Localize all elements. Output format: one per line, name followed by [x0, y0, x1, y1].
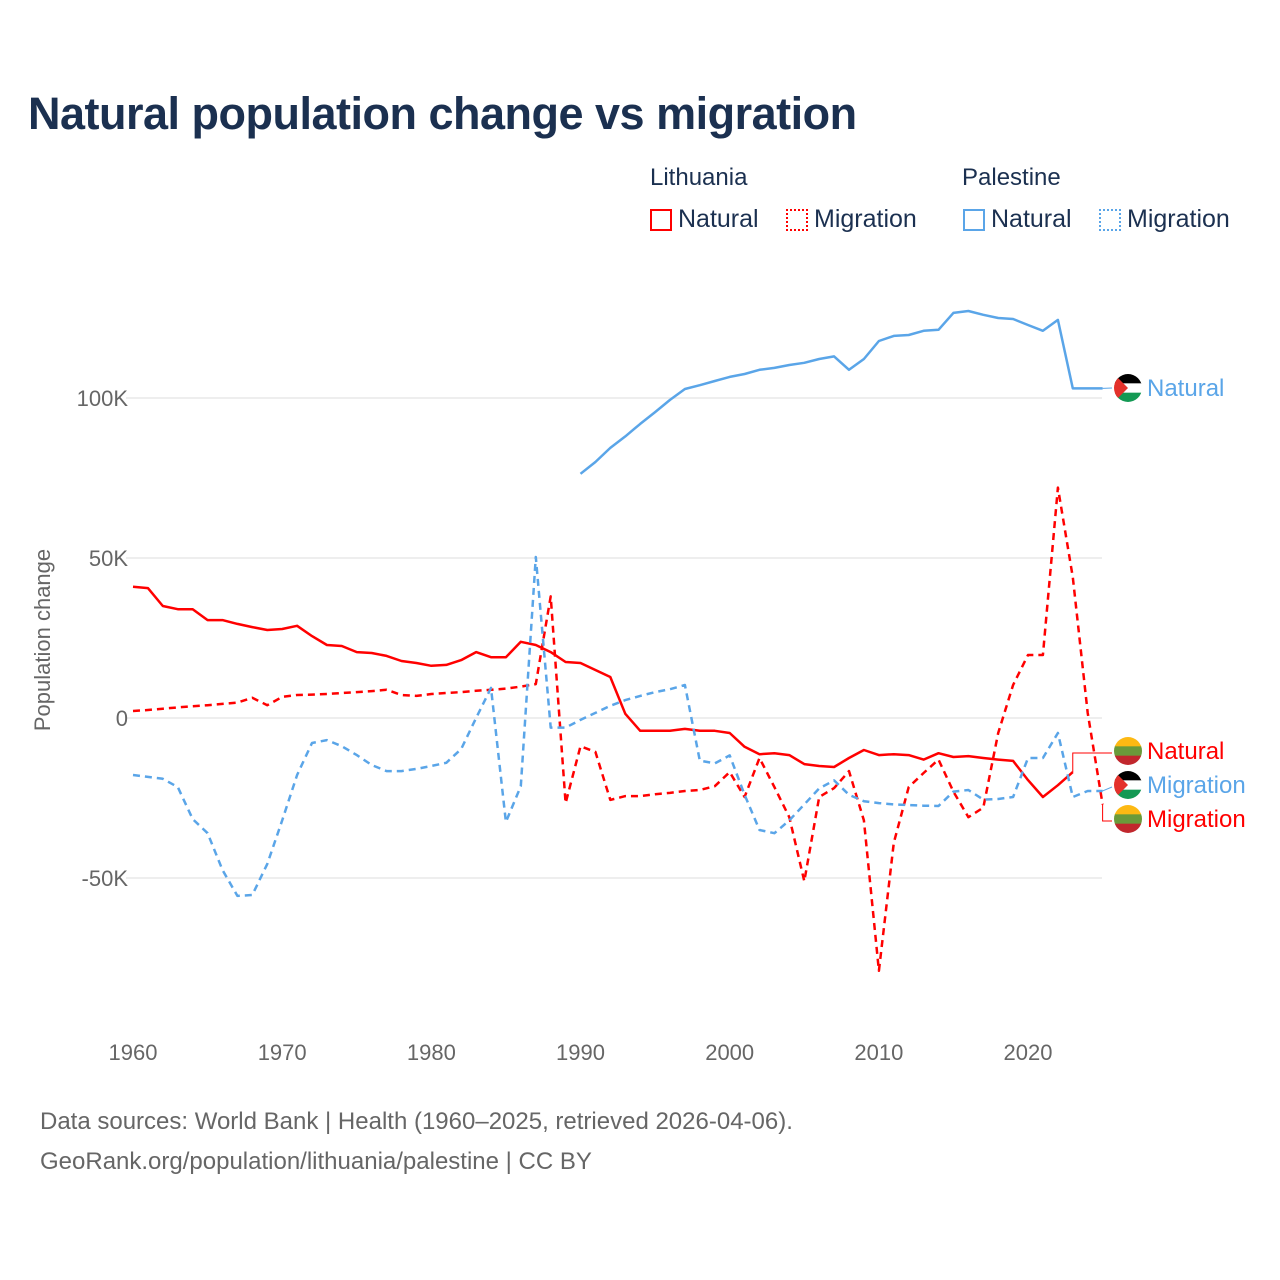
dotted-swatch-icon — [786, 208, 808, 231]
series-line-palestine-natural — [579, 309, 1103, 475]
flag-stripe — [1114, 746, 1142, 757]
flag-stripe — [1114, 771, 1142, 781]
flag-stripe — [1114, 805, 1142, 815]
y-tick-label: 50K — [89, 546, 128, 571]
x-tick-label: 1990 — [556, 1040, 605, 1065]
flag-body — [1114, 374, 1142, 402]
flag-stripe — [1114, 789, 1142, 799]
flag-stripe — [1114, 392, 1142, 402]
y-tick-label: 0 — [116, 706, 128, 731]
footer-sources: Data sources: World Bank | Health (1960–… — [40, 1108, 793, 1135]
legend-label: Natural — [991, 205, 1072, 233]
flag-body — [1114, 771, 1142, 799]
flag-triangle — [1114, 374, 1128, 402]
flag-body — [1114, 805, 1142, 833]
solid-swatch-icon — [963, 208, 985, 231]
flag-stripe — [1114, 383, 1142, 394]
y-axis-label: Population change — [30, 549, 55, 731]
x-tick-label: 2020 — [1004, 1040, 1053, 1065]
legend-palestine-migration[interactable]: Migration — [1099, 205, 1230, 234]
dotted-swatch-icon — [1099, 208, 1121, 231]
flag-stripe — [1114, 814, 1142, 825]
end-label-lithuania-migration: Migration — [1147, 806, 1246, 833]
lithuania-flag-icon — [1114, 805, 1142, 833]
legend-label: Migration — [814, 205, 917, 233]
legend-group-lithuania: Lithuania — [650, 164, 748, 191]
x-tick-label: 2010 — [854, 1040, 903, 1065]
flag-triangle — [1114, 771, 1128, 799]
y-tick-label: 100K — [77, 386, 129, 411]
x-tick-label: 1960 — [109, 1040, 158, 1065]
series-line-palestine-migration — [132, 555, 1103, 898]
x-tick-label: 1970 — [258, 1040, 307, 1065]
flag-stripe — [1114, 737, 1142, 747]
flag-stripe — [1114, 374, 1142, 384]
connector-line — [1072, 752, 1112, 773]
lithuania-flag-icon — [1114, 737, 1142, 765]
series-line-lithuania-natural — [132, 585, 1074, 799]
flag-stripe — [1114, 823, 1142, 833]
legend-lithuania-migration[interactable]: Migration — [786, 205, 917, 234]
flag-stripe — [1114, 780, 1142, 791]
x-tick-label: 2000 — [705, 1040, 754, 1065]
flag-body — [1114, 737, 1142, 765]
palestine-flag-icon — [1114, 771, 1142, 799]
legend-label: Natural — [678, 205, 759, 233]
legend-group-palestine: Palestine — [962, 164, 1061, 191]
legend-label: Migration — [1127, 205, 1230, 233]
end-label-palestine-natural: Natural — [1147, 375, 1224, 402]
series-line-lithuania-migration — [132, 486, 1104, 973]
end-label-lithuania-natural: Natural — [1147, 738, 1224, 765]
palestine-flag-icon — [1114, 374, 1142, 402]
flag-stripe — [1114, 755, 1142, 765]
chart-title: Natural population change vs migration — [28, 88, 857, 139]
connector-line — [1102, 786, 1113, 792]
legend-lithuania-natural[interactable]: Natural — [650, 205, 759, 234]
y-tick-label: -50K — [82, 866, 129, 891]
x-tick-label: 1980 — [407, 1040, 456, 1065]
footer-link[interactable]: GeoRank.org/population/lithuania/palesti… — [40, 1148, 592, 1175]
end-label-palestine-migration: Migration — [1147, 772, 1246, 799]
legend-palestine-natural[interactable]: Natural — [963, 205, 1072, 234]
solid-swatch-icon — [650, 208, 672, 231]
connector-line — [1102, 804, 1112, 822]
